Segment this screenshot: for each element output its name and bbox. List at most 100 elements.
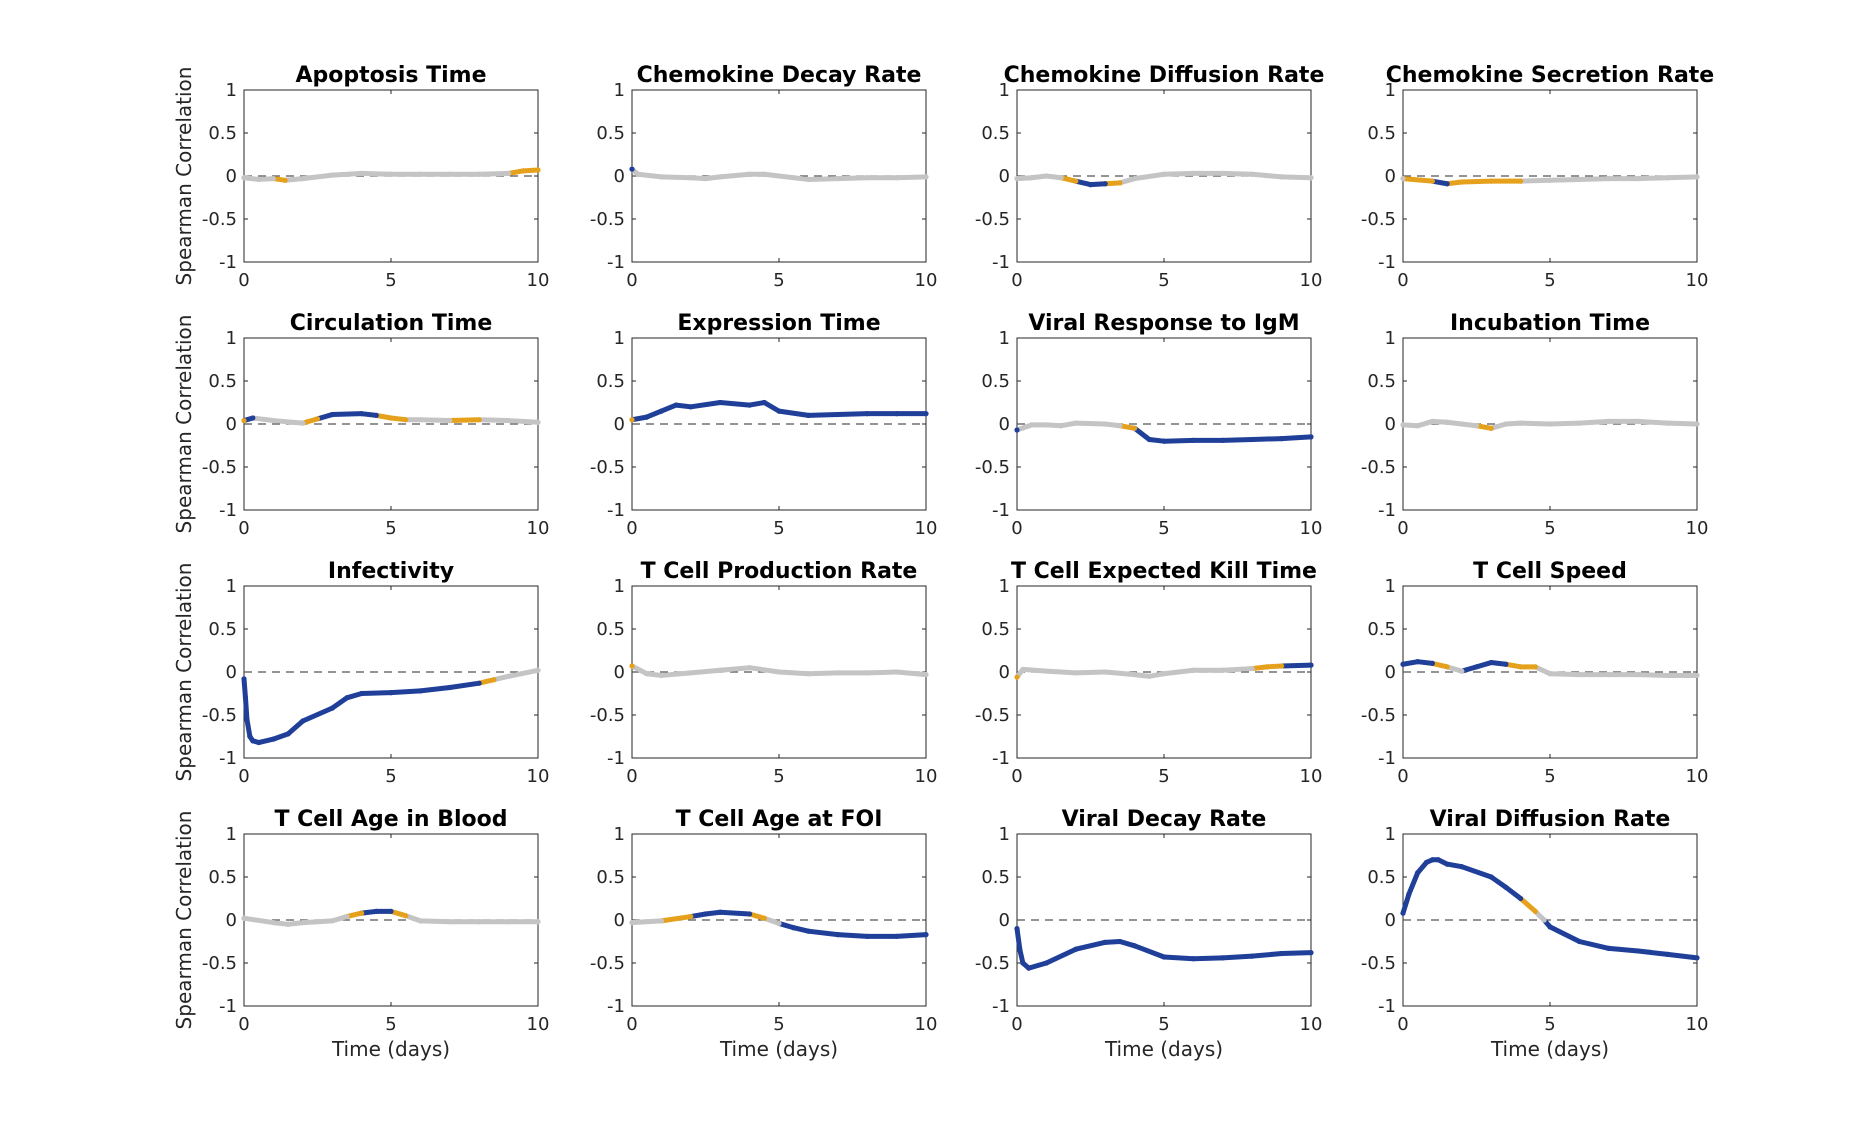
series-segment: [1161, 170, 1196, 177]
series-line: [241, 667, 541, 746]
data-point: [1249, 953, 1255, 959]
data-point: [256, 739, 262, 746]
series-segment: [1279, 662, 1314, 669]
data-point: [1087, 182, 1094, 188]
series-segment: [1132, 171, 1167, 182]
x-axis-label: Time (days): [1104, 1037, 1223, 1061]
data-point: [923, 671, 929, 678]
series-segment: [776, 408, 811, 418]
data-point: [1161, 171, 1167, 177]
series-segment: [359, 170, 394, 177]
x-tick-label: 0: [1397, 1014, 1408, 1035]
data-point: [629, 166, 635, 172]
data-point: [270, 175, 276, 182]
data-point: [1694, 955, 1700, 961]
data-point: [1043, 422, 1049, 428]
series-segment: [1020, 666, 1049, 674]
data-point: [244, 716, 250, 722]
x-tick-label: 5: [773, 270, 784, 291]
data-point: [644, 414, 650, 420]
data-point: [270, 417, 276, 424]
data-point: [1694, 174, 1700, 180]
data-point: [1043, 960, 1049, 966]
y-tick-label: 0.5: [1367, 619, 1396, 640]
data-point: [1444, 664, 1450, 670]
data-point: [1249, 665, 1255, 672]
data-point: [1400, 422, 1406, 428]
data-point: [658, 918, 665, 924]
data-point: [241, 676, 247, 682]
series-segment: [1400, 891, 1412, 916]
subplot-11: 10.50-0.5-10 5 10T Cell Expected Kill Time: [975, 559, 1323, 787]
series-segment: [688, 400, 723, 410]
y-tick-label: -1: [219, 748, 237, 769]
data-point: [1058, 175, 1064, 181]
y-tick-label: -0.5: [1361, 705, 1396, 726]
data-point: [1488, 659, 1494, 666]
subplot-title: Apoptosis Time: [295, 63, 486, 88]
data-point: [923, 174, 929, 180]
data-point: [1220, 667, 1226, 673]
x-tick-label: 5: [385, 270, 396, 291]
series-segment: [417, 684, 453, 694]
subplot-title: T Cell Age at FOI: [676, 807, 883, 832]
y-tick-label: -0.5: [975, 457, 1010, 478]
y-tick-label: 0.5: [981, 371, 1010, 392]
data-point: [1043, 173, 1049, 179]
data-point: [1102, 939, 1108, 945]
data-point: [388, 171, 394, 177]
data-point: [776, 669, 782, 675]
series-line: [1014, 420, 1314, 444]
data-point: [447, 417, 453, 424]
data-point: [717, 667, 723, 673]
data-point: [1547, 421, 1553, 427]
data-point: [835, 411, 841, 418]
x-tick-label: 10: [1686, 1014, 1709, 1035]
data-point: [359, 411, 365, 417]
series-line: [629, 663, 929, 679]
data-point: [658, 174, 665, 180]
data-point: [1576, 671, 1582, 678]
subplot-title: Expression Time: [677, 311, 880, 336]
data-point: [506, 673, 512, 679]
data-point: [300, 175, 306, 182]
x-axis-label: Time (days): [1490, 1037, 1609, 1061]
series-segment: [1576, 418, 1612, 426]
data-point: [747, 911, 753, 917]
x-tick-label: 5: [1544, 270, 1555, 291]
data-point: [1132, 425, 1138, 431]
x-tick-label: 5: [385, 766, 396, 787]
data-point: [447, 684, 453, 691]
series-segment: [894, 174, 929, 181]
subplot-13: 10.50-0.5-10 5 10T Cell Age in BloodSpearm…: [172, 807, 549, 1061]
x-tick-label: 10: [1300, 766, 1323, 787]
data-point: [1014, 926, 1020, 932]
data-point: [1279, 174, 1285, 180]
data-point: [1518, 664, 1524, 670]
data-point: [329, 172, 335, 178]
series-segment: [1547, 924, 1582, 944]
series-segment: [244, 716, 253, 739]
x-tick-label: 5: [1158, 518, 1169, 539]
x-tick-label: 0: [1397, 518, 1408, 539]
series-segment: [1102, 669, 1138, 678]
data-point: [1459, 864, 1465, 870]
x-tick-label: 5: [773, 766, 784, 787]
y-tick-label: 0.5: [981, 867, 1010, 888]
x-tick-label: 10: [1300, 270, 1323, 291]
data-point: [1161, 671, 1167, 677]
y-tick-label: 1: [1385, 328, 1396, 349]
data-point: [1073, 420, 1079, 426]
data-point: [535, 919, 541, 925]
series-line: [1014, 662, 1314, 680]
data-point: [1146, 436, 1152, 443]
y-tick-label: 1: [1385, 824, 1396, 845]
data-point: [923, 411, 929, 417]
data-point: [747, 402, 753, 408]
series-line: [241, 411, 541, 426]
x-tick-label: 0: [626, 1014, 637, 1035]
data-point: [894, 933, 900, 939]
data-point: [1541, 917, 1547, 923]
